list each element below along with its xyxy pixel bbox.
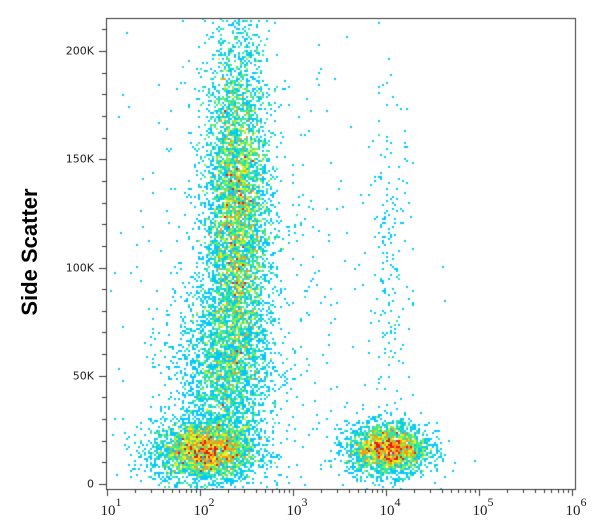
y-tick-label: 200K: [65, 44, 94, 58]
y-tick-label: 100K: [65, 261, 94, 274]
y-tick-label: 50K: [72, 369, 94, 383]
y-tick-label: 0: [87, 477, 94, 491]
x-tick-label: 103: [286, 495, 308, 519]
x-tick-label: 104: [379, 495, 401, 519]
y-axis-label: Side Scatter: [17, 188, 42, 316]
y-tick-label: 150K: [65, 152, 94, 166]
x-tick-label: 105: [472, 495, 494, 519]
x-tick-label: 106: [565, 495, 587, 519]
x-tick-label: 102: [193, 495, 215, 519]
x-tick-label: 101: [100, 495, 122, 519]
